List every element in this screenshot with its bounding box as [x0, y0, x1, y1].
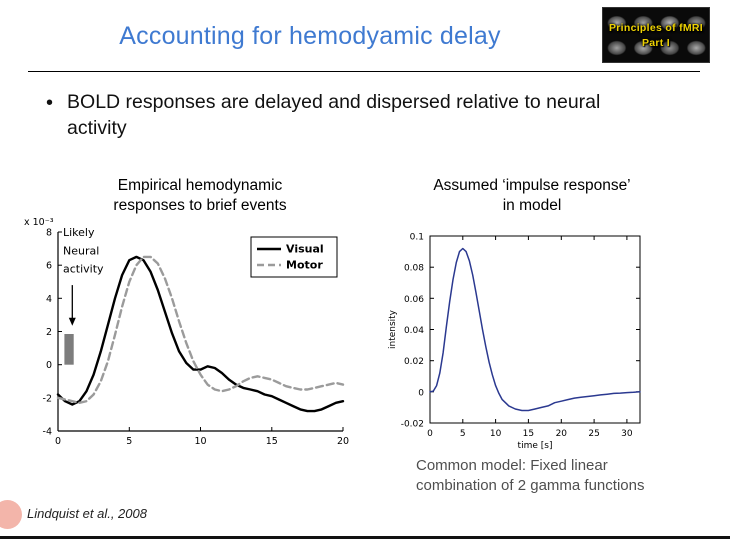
svg-text:10: 10 — [194, 436, 206, 447]
svg-text:0: 0 — [46, 360, 52, 371]
svg-text:Motor: Motor — [286, 259, 323, 272]
course-logo: Principles of fMRI Part I — [602, 7, 710, 63]
model-caption-line2: combination of 2 gamma functions — [416, 476, 645, 494]
empirical-hrf-chart: 0 5 10 15 20 -4 -2 0 2 4 6 8 Visual Motor Likely Neural… — [24, 217, 349, 447]
right-chart-heading-line1: Assumed ‘impulse response’ — [433, 177, 631, 194]
svg-text:0: 0 — [418, 388, 424, 398]
svg-text:8: 8 — [46, 228, 52, 239]
svg-text:0.02: 0.02 — [404, 357, 424, 367]
svg-text:0: 0 — [55, 436, 61, 447]
right-chart-heading-line2: in model — [502, 196, 562, 214]
svg-text:0.06: 0.06 — [404, 295, 424, 305]
svg-text:15: 15 — [266, 436, 278, 447]
title-divider — [28, 71, 700, 72]
svg-text:5: 5 — [460, 429, 466, 439]
svg-text:-4: -4 — [43, 427, 52, 438]
model-hrf-chart: 0 5 10 15 20 25 30-0.0200.020.040.060.080.1tim… — [388, 233, 641, 451]
svg-text:25: 25 — [588, 429, 599, 439]
svg-text:6: 6 — [46, 261, 52, 272]
svg-text:10: 10 — [490, 429, 502, 439]
svg-text:30: 30 — [621, 429, 633, 439]
citation-text: Lindquist et al., 2008 — [27, 506, 147, 521]
svg-text:0.04: 0.04 — [404, 326, 424, 336]
svg-text:Visual: Visual — [286, 243, 324, 256]
svg-text:0: 0 — [427, 429, 433, 439]
svg-text:15: 15 — [523, 429, 534, 439]
svg-text:activity: activity — [63, 263, 104, 276]
logo-subtitle: Part I — [641, 36, 671, 49]
svg-text:0.08: 0.08 — [404, 264, 424, 274]
svg-text:2: 2 — [46, 327, 52, 338]
logo-title: Principles of fMRI — [608, 21, 704, 34]
bullet-text: BOLD responses are delayed and dispersed… — [67, 91, 601, 139]
svg-text:0.1: 0.1 — [410, 233, 424, 243]
svg-text:x 10⁻³: x 10⁻³ — [24, 217, 54, 228]
model-caption: Common model: Fixed linear combination o… — [416, 456, 676, 495]
svg-text:time [s]: time [s] — [518, 441, 553, 451]
citation-bullet-dot — [0, 500, 22, 529]
right-chart-heading: Assumed ‘impulse response’ in model — [432, 176, 632, 216]
svg-text:Likely: Likely — [63, 226, 95, 239]
bullet-item: • BOLD responses are delayed and dispers… — [46, 90, 646, 141]
left-chart-heading: Empirical hemodynamic responses to brief… — [95, 176, 305, 216]
svg-text:20: 20 — [337, 436, 349, 447]
svg-text:intensity: intensity — [388, 309, 398, 349]
svg-text:Neural: Neural — [63, 244, 99, 257]
svg-text:-2: -2 — [43, 393, 52, 404]
left-chart-heading-line1: Empirical hemodynamic — [117, 177, 283, 194]
svg-text:4: 4 — [46, 294, 52, 305]
model-caption-line1: Common model: Fixed linear — [416, 457, 608, 474]
svg-text:20: 20 — [556, 429, 568, 439]
svg-text:5: 5 — [126, 436, 132, 447]
left-chart-heading-line2: responses to brief events — [113, 196, 287, 214]
slide-title: Accounting for hemodyamic delay — [119, 22, 501, 50]
bullet-marker: • — [46, 92, 54, 114]
svg-text:-0.02: -0.02 — [401, 420, 424, 430]
